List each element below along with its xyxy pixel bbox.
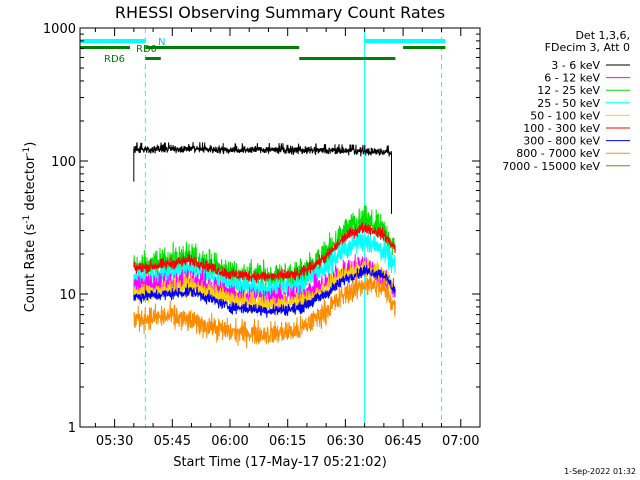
legend-label-0: 3 - 6 keV: [551, 59, 600, 72]
chart-title: RHESSI Observing Summary Count Rates: [115, 3, 445, 22]
x-tick-label: 05:45: [154, 434, 191, 449]
footer-date: 1-Sep-2022 01:32: [564, 467, 636, 476]
series-100-300-kev: [133, 221, 396, 284]
legend-label-3: 25 - 50 keV: [537, 97, 600, 110]
legend-label-2: 12 - 25 keV: [537, 84, 600, 97]
rd6-flag-bar-0: [145, 57, 161, 60]
legend-label-7: 800 - 7000 keV: [516, 147, 600, 160]
x-tick-label: 06:45: [384, 434, 421, 449]
y-tick-label: 100: [51, 155, 76, 170]
series-layer: [133, 142, 396, 349]
legend-label-4: 50 - 100 keV: [530, 109, 600, 122]
night-flag-bar-1: [364, 39, 446, 43]
series-3-6-kev: [133, 142, 392, 214]
legend-header-1: Det 1,3,6,: [575, 29, 630, 42]
rd6-flag-label: RD6: [104, 54, 125, 65]
x-tick-label: 06:30: [327, 434, 364, 449]
x-tick-label: 05:30: [96, 434, 133, 449]
y-tick-label: 1: [68, 421, 76, 436]
legend-header-2: FDecim 3, Att 0: [545, 41, 630, 54]
legend-label-8: 7000 - 15000 keV: [502, 160, 600, 173]
legend-label-1: 6 - 12 keV: [544, 72, 600, 85]
x-tick-label: 07:00: [442, 434, 479, 449]
x-axis-label: Start Time (17-May-17 05:21:02): [173, 455, 387, 470]
night-flag-label: N: [158, 37, 165, 48]
x-tick-label: 06:15: [269, 434, 306, 449]
rd0-flag-label: RD0: [136, 44, 157, 55]
axis-ticks: 05:30 05:45 06:00 06:15 06:30 06:45 07:00 1 10 10…: [43, 22, 480, 449]
rd0-flag-bar-2: [403, 46, 446, 49]
y-tick-label: 10: [59, 288, 76, 303]
y-tick-label: 1000: [43, 22, 76, 37]
x-tick-label: 06:00: [211, 434, 248, 449]
y-axis-label: Count Rate (s-1 detector-1): [22, 142, 38, 313]
plot-frame: [79, 27, 481, 428]
rd6-flag-bar-1: [299, 57, 396, 60]
series-300-800-kev: [133, 264, 396, 318]
night-flag-bar-0: [80, 39, 146, 43]
rd0-flag-bar-1: [145, 46, 300, 49]
legend-label-6: 300 - 800 keV: [523, 135, 600, 148]
legend-label-5: 100 - 300 keV: [523, 122, 600, 135]
series-800-7000-kev: [133, 273, 396, 349]
rd0-flag-bar-0: [80, 46, 130, 49]
